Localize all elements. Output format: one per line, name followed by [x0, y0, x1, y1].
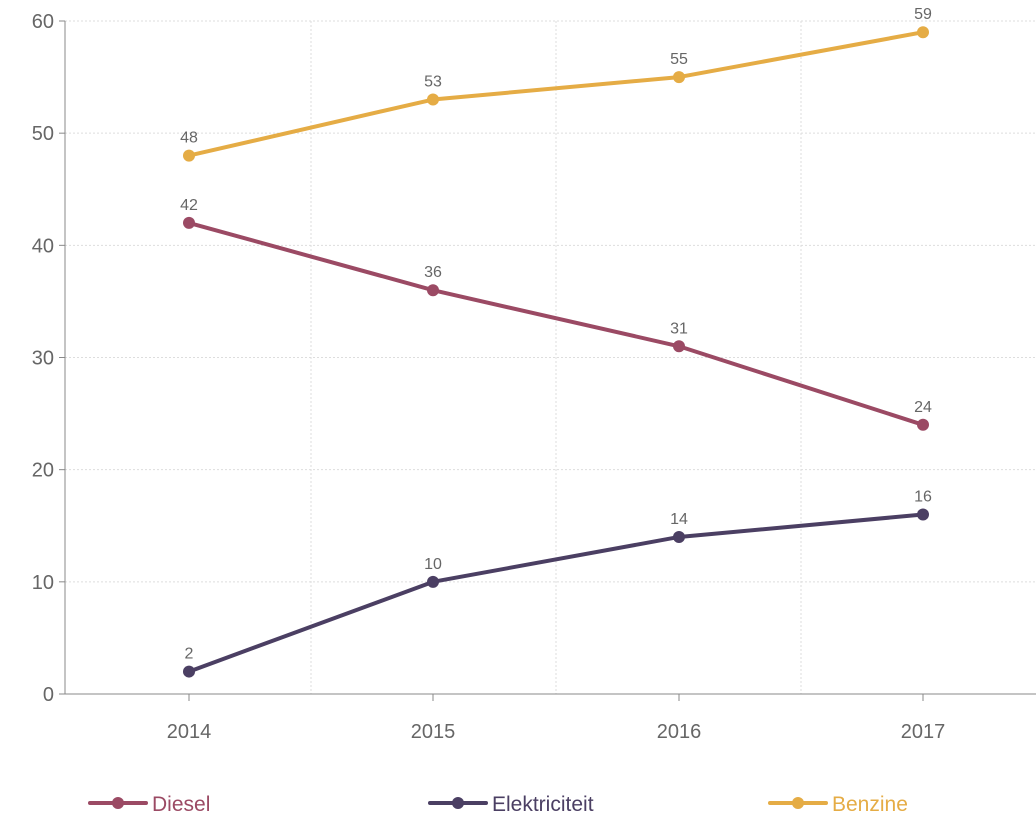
legend-label-benzine: Benzine [832, 793, 908, 814]
series-line-diesel [187, 220, 925, 427]
x-tick-label-2016: 2016 [657, 721, 702, 743]
data-label-benzine-2014: 48 [180, 130, 198, 147]
grid [65, 20, 1036, 694]
data-point-elektriciteit-2015[interactable] [427, 575, 439, 588]
data-point-benzine-2016[interactable] [673, 71, 685, 84]
legend-item-elektriciteit[interactable]: Elektriciteit [428, 793, 594, 814]
series-line-benzine [187, 30, 925, 158]
y-tick-label-40: 40 [32, 235, 54, 257]
x-tick-label-2014: 2014 [167, 721, 212, 743]
data-point-benzine-2015[interactable] [427, 93, 439, 106]
data-point-elektriciteit-2017[interactable] [917, 508, 929, 521]
data-label-diesel-2015: 36 [424, 264, 442, 281]
data-point-elektriciteit-2016[interactable] [673, 530, 685, 543]
y-tick-label-10: 10 [32, 572, 54, 594]
data-label-diesel-2016: 31 [670, 320, 688, 337]
data-label-elektriciteit-2016: 14 [670, 511, 688, 528]
data-point-diesel-2017[interactable] [917, 418, 929, 431]
legend-label-elektriciteit: Elektriciteit [492, 793, 594, 814]
data-point-benzine-2017[interactable] [917, 26, 929, 39]
y-tick-label-30: 30 [32, 348, 54, 370]
data-label-diesel-2014: 42 [180, 197, 198, 214]
data-point-diesel-2016[interactable] [673, 340, 685, 353]
x-tick-label-2017: 2017 [901, 721, 946, 743]
legend-swatch-marker-benzine [792, 797, 804, 809]
data-point-benzine-2014[interactable] [183, 149, 195, 162]
data-label-benzine-2017: 59 [914, 6, 932, 23]
data-label-benzine-2016: 55 [670, 51, 688, 68]
data-labels: 42 36 31 24 2 10 14 16 48 53 55 59 [180, 6, 932, 662]
y-tick-label-60: 60 [32, 11, 54, 33]
legend-item-benzine[interactable]: Benzine [768, 793, 908, 814]
data-label-diesel-2017: 24 [914, 399, 932, 416]
data-label-elektriciteit-2014: 2 [185, 646, 194, 663]
data-label-elektriciteit-2017: 16 [914, 489, 932, 506]
legend-swatch-marker-elektriciteit [452, 797, 464, 809]
legend: Diesel Elektriciteit Benzine [88, 793, 908, 814]
x-tick-label-2015: 2015 [411, 721, 456, 743]
data-label-elektriciteit-2015: 10 [424, 556, 442, 573]
series-lines [183, 26, 929, 678]
y-tick-label-20: 20 [32, 460, 54, 482]
y-tick-label-50: 50 [32, 123, 54, 145]
y-tick-label-0: 0 [43, 684, 54, 706]
data-point-diesel-2015[interactable] [427, 284, 439, 297]
legend-label-diesel: Diesel [152, 793, 210, 814]
axes: 0 10 20 30 40 50 60 2014 2015 2016 2017 [32, 11, 1036, 743]
data-point-elektriciteit-2014[interactable] [183, 665, 195, 678]
data-point-diesel-2014[interactable] [183, 216, 195, 229]
data-label-benzine-2015: 53 [424, 74, 442, 91]
legend-item-diesel[interactable]: Diesel [88, 793, 210, 814]
series-line-elektriciteit [187, 512, 925, 674]
legend-swatch-marker-diesel [112, 797, 124, 809]
